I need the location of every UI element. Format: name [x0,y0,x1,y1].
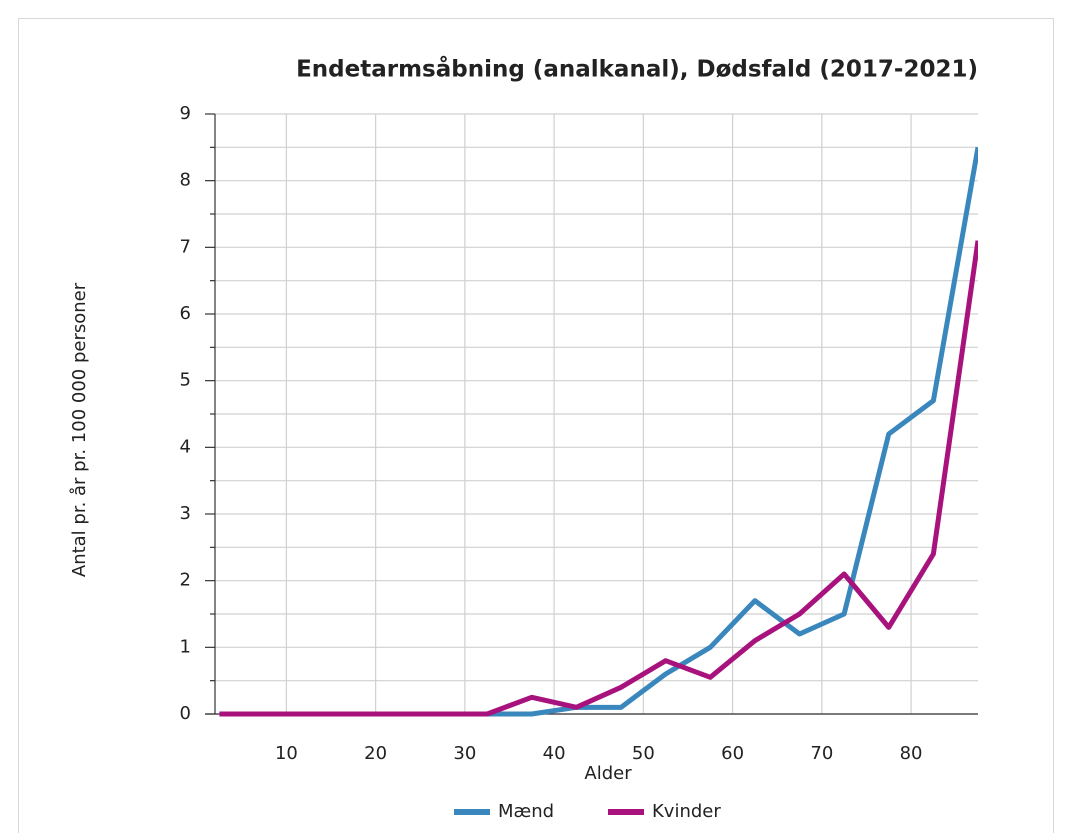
y-tick-label: 5 [180,370,191,391]
y-tick-label: 1 [180,636,191,657]
chart-title: Endetarmsåbning (analkanal), Dødsfald (2… [296,56,978,83]
y-tick-label: 6 [180,303,191,324]
y-tick-label: 8 [180,170,191,191]
x-tick-label: 50 [632,743,655,764]
y-tick-label: 2 [180,570,191,591]
x-axis-label: Alder [584,763,632,784]
y-tick-label: 0 [180,703,191,724]
x-tick-label: 10 [275,743,298,764]
x-tick-label: 60 [721,743,744,764]
x-tick-label: 80 [900,743,923,764]
y-tick-label: 9 [180,103,191,124]
series-line [219,240,978,717]
x-tick-label: 20 [364,743,387,764]
y-axis-label: Antal pr. år pr. 100 000 personer [69,282,90,577]
legend-label: Kvinder [652,801,721,822]
y-tick-label: 7 [180,236,191,257]
x-tick-label: 30 [453,743,476,764]
y-tick-label: 4 [180,436,191,457]
x-tick-label: 70 [810,743,833,764]
x-tick-label: 40 [543,743,566,764]
legend-label: Mænd [498,801,554,822]
y-tick-label: 3 [180,503,191,524]
